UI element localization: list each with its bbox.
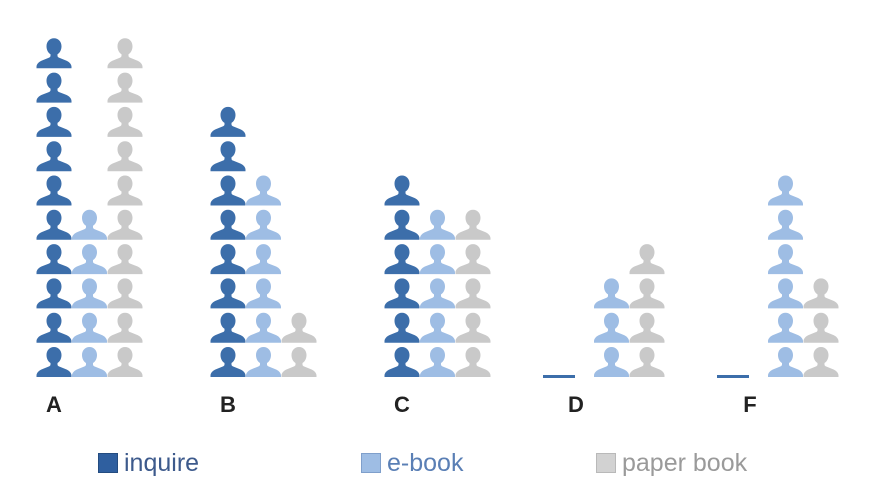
person-icon bbox=[420, 312, 455, 343]
person-icon bbox=[107, 141, 143, 172]
person-icon bbox=[594, 278, 629, 309]
person-icon bbox=[455, 312, 491, 343]
person-icon bbox=[768, 312, 803, 343]
category-label-c: C bbox=[394, 392, 410, 417]
person-icon bbox=[803, 347, 839, 377]
person-icon bbox=[210, 312, 246, 343]
person-icon bbox=[210, 209, 246, 240]
person-icon bbox=[629, 244, 665, 275]
person-icon bbox=[210, 244, 246, 275]
category-label-a: A bbox=[46, 392, 62, 417]
person-icon bbox=[384, 244, 420, 275]
person-icon bbox=[420, 278, 455, 309]
person-icon bbox=[36, 312, 72, 343]
person-icon bbox=[594, 347, 629, 377]
person-icon bbox=[594, 312, 629, 343]
person-icon bbox=[107, 347, 143, 377]
legend-swatch-inquire bbox=[98, 453, 118, 473]
person-icon bbox=[455, 347, 491, 377]
person-icon bbox=[384, 312, 420, 343]
person-icon bbox=[384, 347, 420, 377]
legend-item-paper-book: paper book bbox=[596, 446, 747, 480]
person-icon bbox=[768, 244, 803, 275]
zero-marker-f-inquire bbox=[717, 375, 749, 378]
person-icon bbox=[72, 347, 107, 377]
person-icon bbox=[281, 312, 317, 343]
person-icon bbox=[420, 347, 455, 377]
person-icon bbox=[246, 312, 281, 343]
person-icon bbox=[107, 106, 143, 137]
person-icon bbox=[384, 175, 420, 206]
person-icon bbox=[803, 312, 839, 343]
category-label-f: F bbox=[743, 392, 756, 417]
person-icon bbox=[768, 347, 803, 377]
person-icon bbox=[210, 141, 246, 172]
person-icon bbox=[246, 244, 281, 275]
legend-item-e-book: e-book bbox=[361, 446, 463, 480]
person-icon bbox=[629, 312, 665, 343]
person-icon bbox=[210, 347, 246, 377]
person-icon bbox=[36, 244, 72, 275]
person-icon bbox=[36, 175, 72, 206]
legend-swatch-e-book bbox=[361, 453, 381, 473]
person-icon bbox=[210, 175, 246, 206]
person-icon bbox=[384, 209, 420, 240]
person-icon bbox=[36, 141, 72, 172]
person-icon bbox=[803, 278, 839, 309]
person-icon bbox=[246, 175, 281, 206]
person-icon bbox=[107, 278, 143, 309]
person-icon bbox=[455, 244, 491, 275]
person-icon bbox=[72, 244, 107, 275]
person-icon bbox=[36, 209, 72, 240]
person-icon bbox=[210, 106, 246, 137]
person-icon bbox=[107, 38, 143, 69]
person-icon bbox=[455, 209, 491, 240]
person-icon bbox=[107, 312, 143, 343]
person-icon bbox=[420, 244, 455, 275]
person-icon bbox=[72, 278, 107, 309]
person-icon bbox=[629, 278, 665, 309]
person-icon bbox=[210, 278, 246, 309]
person-icon bbox=[107, 175, 143, 206]
legend-label-e-book: e-book bbox=[387, 448, 464, 477]
person-icon bbox=[246, 278, 281, 309]
legend-label-paper-book: paper book bbox=[622, 448, 748, 477]
legend-label-inquire: inquire bbox=[124, 448, 200, 477]
person-icon bbox=[420, 209, 455, 240]
person-icon bbox=[36, 278, 72, 309]
person-icon bbox=[107, 72, 143, 103]
category-label-b: B bbox=[220, 392, 236, 417]
category-label-d: D bbox=[568, 392, 584, 417]
person-icon bbox=[72, 312, 107, 343]
person-icon bbox=[768, 278, 803, 309]
legend-swatch-paper-book bbox=[596, 453, 616, 473]
person-icon bbox=[384, 278, 420, 309]
person-icon bbox=[281, 347, 317, 377]
person-icon bbox=[36, 38, 72, 69]
person-icon bbox=[629, 347, 665, 377]
person-icon bbox=[455, 278, 491, 309]
person-icon bbox=[246, 347, 281, 377]
person-icon bbox=[36, 347, 72, 377]
person-icon bbox=[36, 72, 72, 103]
person-icon bbox=[36, 106, 72, 137]
zero-marker-d-inquire bbox=[543, 375, 575, 378]
legend-item-inquire: inquire bbox=[98, 446, 199, 480]
person-icon bbox=[768, 209, 803, 240]
person-icon bbox=[72, 209, 107, 240]
legend: inquire e-book paper book bbox=[0, 446, 876, 480]
person-icon bbox=[107, 244, 143, 275]
person-icon bbox=[768, 175, 803, 206]
person-icon bbox=[107, 209, 143, 240]
person-icon bbox=[246, 209, 281, 240]
